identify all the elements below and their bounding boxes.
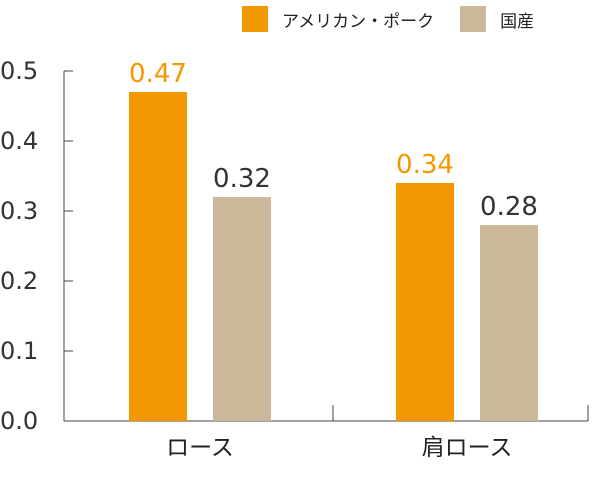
bar-value-label: 0.34 [396, 150, 454, 180]
y-tick-label: 0.2 [0, 267, 38, 295]
bar-value-label: 0.32 [213, 164, 271, 194]
legend-swatch-domestic [460, 6, 487, 32]
legend-label-american-pork: アメリカン・ポーク [282, 11, 435, 32]
y-tick-label: 0.5 [0, 57, 38, 85]
x-category-label: ロース [166, 435, 234, 461]
bar-value-label: 0.47 [129, 59, 187, 89]
y-tick-label: 0.3 [0, 197, 38, 225]
y-tick-label: 0.4 [0, 127, 38, 155]
bar [396, 183, 454, 421]
bar [480, 225, 538, 421]
y-tick-label: 0.1 [0, 337, 38, 365]
bar [129, 92, 187, 421]
chart-legend: アメリカン・ポーク 国産 [242, 6, 534, 32]
legend-item-american-pork: アメリカン・ポーク [242, 6, 434, 32]
legend-swatch-american-pork [242, 6, 268, 32]
legend-label-domestic: 国産 [500, 11, 535, 32]
bar [213, 197, 271, 421]
bar-value-label: 0.28 [480, 192, 538, 222]
legend-item-domestic: 国産 [460, 6, 534, 32]
y-tick-label: 0.0 [0, 407, 38, 435]
x-category-label: 肩ロース [422, 435, 513, 461]
